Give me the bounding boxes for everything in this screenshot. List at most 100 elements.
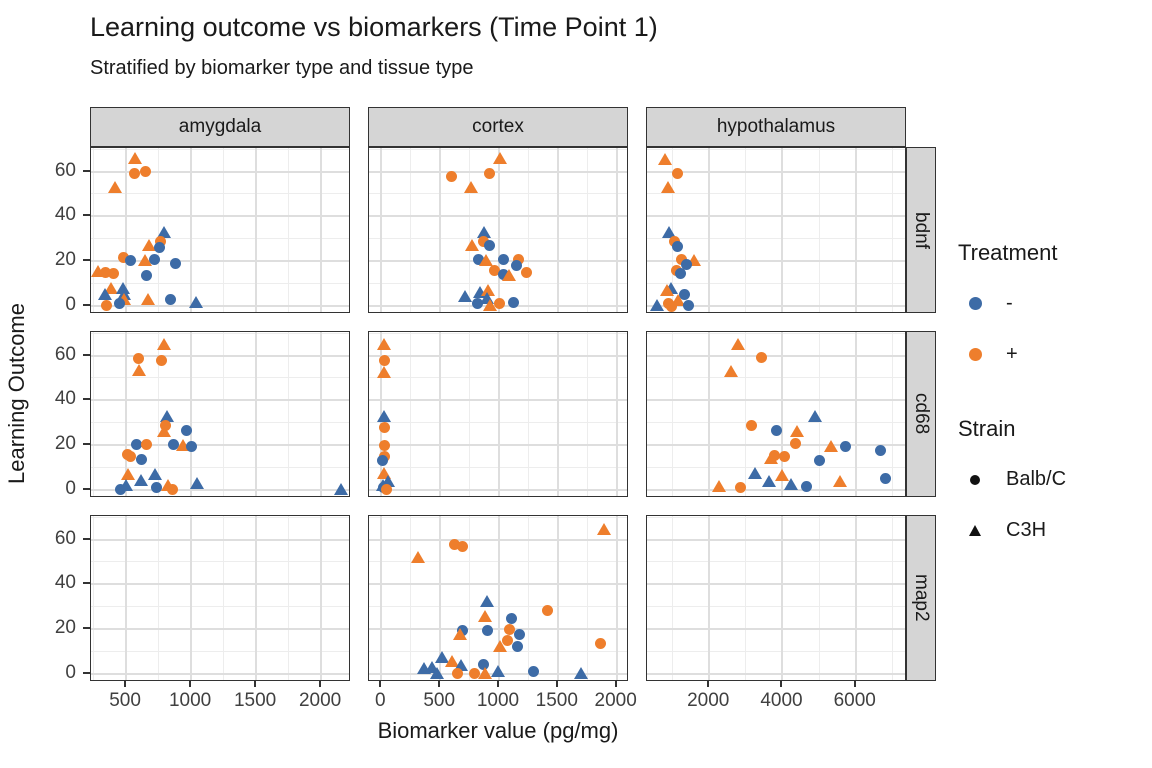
gridline-major (708, 332, 711, 496)
data-point (478, 658, 490, 670)
gridline-major (498, 516, 500, 680)
x-tick-label: 2000 (298, 690, 342, 711)
data-point (169, 258, 181, 270)
data-point (155, 235, 167, 247)
data-point (503, 623, 515, 635)
gridline-major (369, 628, 627, 631)
data-point (839, 440, 851, 452)
gridline-minor (818, 516, 820, 680)
gridline-major (91, 215, 349, 218)
data-point (117, 252, 129, 264)
gridline-minor (891, 332, 893, 496)
gridline-minor (91, 516, 349, 518)
data-point (676, 253, 688, 265)
data-point (139, 166, 151, 178)
data-point (377, 455, 389, 467)
data-point (513, 629, 525, 641)
gridline-major (647, 170, 905, 173)
legend-label-strain-c3h: C3H (1006, 519, 1047, 541)
y-tick-label: 0 (65, 662, 76, 684)
data-point (333, 482, 348, 495)
data-point (789, 437, 801, 449)
facet-strip-col-label: cortex (472, 116, 524, 137)
data-point (770, 425, 782, 437)
facet-strip-col-cortex: cortex (368, 107, 628, 147)
legend-group-strain: Strain Balb/C C3H (958, 416, 1148, 542)
gridline-minor (91, 651, 349, 653)
data-point (378, 421, 390, 433)
facet-strip-col-label: amygdala (178, 116, 262, 137)
gridline-major (647, 489, 905, 492)
data-point (132, 363, 147, 376)
y-tick-mark (83, 488, 90, 491)
gridline-minor (91, 148, 349, 150)
y-axis-label-wrap: Learning Outcome (2, 104, 32, 682)
gridline-major (320, 148, 323, 312)
data-point (674, 268, 686, 280)
gridline-major (125, 516, 128, 680)
data-point (789, 425, 804, 438)
data-point (594, 638, 606, 650)
panel-map2-amygdala (90, 515, 350, 681)
data-point (658, 152, 673, 165)
gridline-minor (647, 651, 905, 653)
gridline-minor (647, 283, 905, 285)
facet-strip-col-label: hypothalamus (716, 116, 836, 137)
legend-item-treatment-minus: - (958, 292, 1148, 315)
legend-label-treatment-plus: + (1006, 343, 1018, 365)
facet-strip-row-map2: map2 (906, 515, 936, 681)
gridline-minor (672, 516, 674, 680)
data-point (378, 439, 390, 451)
gridline-minor (586, 516, 588, 680)
x-tick-mark (189, 681, 192, 687)
gridline-major (320, 332, 323, 496)
x-tick-mark (124, 681, 127, 687)
data-point (672, 241, 684, 253)
data-point (814, 455, 825, 467)
x-tick-label: 2000 (594, 690, 637, 711)
x-tick-label: 2000 (687, 690, 730, 711)
legend-title-strain: Strain (958, 416, 1016, 441)
data-point (650, 298, 665, 311)
data-point (755, 352, 767, 364)
data-point (457, 540, 469, 552)
data-point (479, 594, 494, 607)
gridline-minor (818, 148, 820, 312)
data-point (711, 480, 726, 493)
x-tick-label: 1000 (476, 690, 520, 711)
gridline-major (615, 148, 618, 312)
gridline-major (190, 516, 193, 680)
data-point (488, 264, 500, 276)
data-point (502, 269, 517, 282)
y-tick-mark (83, 443, 90, 446)
data-point (458, 289, 472, 302)
y-tick-mark (83, 353, 90, 356)
gridline-minor (745, 516, 747, 680)
gridline-major (439, 332, 442, 496)
data-point (124, 254, 136, 266)
gridline-major (781, 516, 784, 680)
data-point (498, 253, 510, 265)
gridline-minor (91, 332, 349, 334)
gridline-major (854, 516, 857, 680)
y-tick-label: 60 (54, 527, 76, 549)
gridline-major (255, 332, 258, 496)
data-point (100, 299, 112, 311)
y-tick-mark (83, 214, 90, 217)
y-tick-label: 0 (65, 294, 76, 316)
data-point (113, 298, 125, 310)
data-point (157, 425, 172, 438)
data-point (140, 292, 155, 305)
gridline-minor (93, 516, 95, 680)
gridline-minor (586, 148, 588, 312)
gridline-major (369, 354, 627, 357)
x-tick-mark (319, 681, 322, 687)
data-point (465, 239, 480, 252)
gridline-minor (647, 332, 905, 334)
legend-group-treatment: Treatment - + (958, 240, 1148, 366)
gridline-minor (527, 148, 529, 312)
gridline-major (781, 332, 784, 496)
gridline-minor (647, 148, 905, 150)
y-axis-label: Learning Outcome (4, 302, 29, 484)
gridline-major (647, 215, 905, 218)
